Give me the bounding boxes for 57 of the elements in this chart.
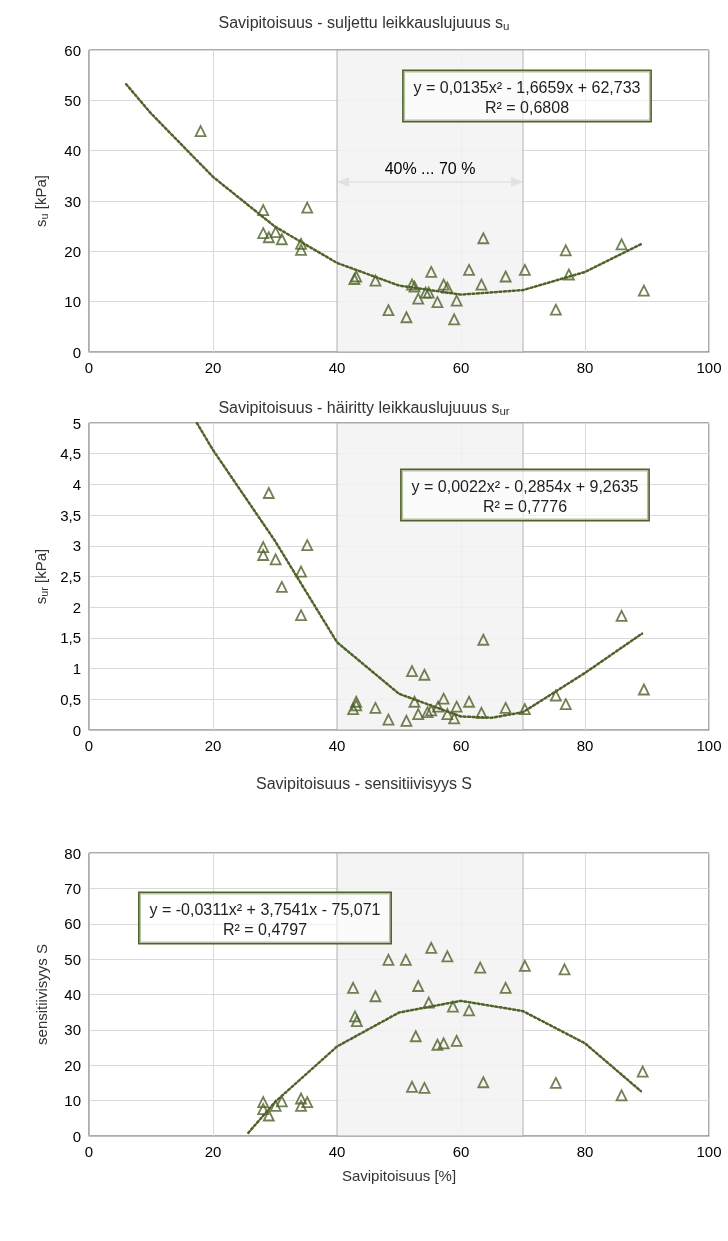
- y-tick-label: 0: [72, 343, 81, 361]
- annotation: R² = 0,4797: [222, 920, 308, 938]
- y-tick-label: 10: [64, 1092, 81, 1110]
- y-tick-label: 40: [64, 142, 81, 160]
- x-tick-label: 20: [204, 1143, 222, 1160]
- x-tick-label: 60: [452, 1143, 470, 1160]
- y-tick-label: 0: [72, 721, 81, 739]
- annotation: y = 0,0135x² - 1,6659x + 62,733: [413, 78, 641, 96]
- y-tick-label: 60: [64, 41, 81, 59]
- x-tick-label: 80: [576, 737, 594, 754]
- x-tick-label: 100: [696, 1143, 722, 1160]
- y-tick-label: 3,5: [60, 506, 81, 524]
- x-tick-label: 20: [204, 737, 222, 754]
- y-tick-label: 20: [64, 242, 81, 260]
- x-tick-label: 60: [452, 359, 470, 376]
- y-tick-label: 2: [72, 598, 81, 616]
- y-tick-label: 10: [64, 293, 81, 311]
- x-tick-label: 40: [328, 737, 346, 754]
- x-tick-label: 60: [452, 737, 470, 754]
- x-tick-label: 100: [696, 359, 722, 376]
- y-tick-label: 1,5: [60, 629, 81, 647]
- y-tick-label: 4: [72, 475, 81, 493]
- y-tick-label: 4,5: [60, 445, 81, 463]
- annotation: R² = 0,7776: [482, 497, 568, 515]
- y-tick-label: 0,5: [60, 690, 81, 708]
- y-tick-label: 70: [64, 879, 81, 897]
- y-tick-label: 30: [64, 1021, 81, 1039]
- x-tick-label: 0: [84, 737, 94, 754]
- y-tick-label: 50: [64, 91, 81, 109]
- x-tick-label: 0: [84, 359, 94, 376]
- x-tick-label: 80: [576, 359, 594, 376]
- y-tick-label: 50: [64, 950, 81, 968]
- y-tick-label: 0: [72, 1127, 81, 1145]
- x-tick-label: 40: [328, 1143, 346, 1160]
- annotation: R² = 0,6808: [484, 98, 570, 116]
- y-tick-label: 2,5: [60, 568, 81, 585]
- annotation: y = 0,0022x² - 0,2854x + 9,2635: [411, 477, 639, 495]
- annotation: y = -0,0311x² + 3,7541x - 75,071: [149, 900, 381, 918]
- y-tick-label: 5: [72, 414, 81, 432]
- x-axis-title: Savipitoisuus [%]: [341, 1167, 457, 1184]
- y-tick-label: 80: [64, 844, 81, 862]
- y-tick-label: 60: [64, 915, 81, 933]
- x-tick-label: 0: [84, 1143, 94, 1160]
- y-axis-title: su [kPa]: [31, 175, 50, 227]
- y-tick-label: 30: [64, 192, 81, 210]
- band-label: 40% ... 70 %: [384, 159, 476, 177]
- y-axis-title: sur [kPa]: [31, 548, 50, 605]
- x-tick-label: 20: [204, 359, 222, 376]
- x-tick-label: 40: [328, 359, 346, 376]
- y-tick-label: 1: [72, 660, 81, 678]
- y-tick-label: 20: [64, 1056, 81, 1074]
- x-tick-label: 80: [576, 1143, 594, 1160]
- y-tick-label: 40: [64, 986, 81, 1003]
- chart-title: Savipitoisuus - sensitiivisyys S: [255, 774, 473, 792]
- y-tick-label: 3: [72, 537, 81, 555]
- x-tick-label: 100: [696, 737, 722, 754]
- y-axis-title: sensitiivisyys S: [33, 944, 50, 1045]
